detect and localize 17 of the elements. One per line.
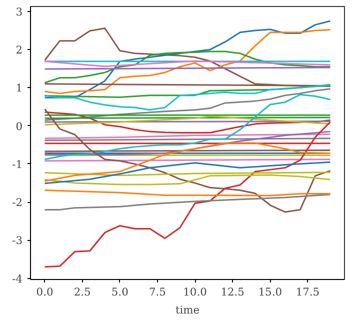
y-tick-label: -3: [12, 234, 23, 248]
x-tick-label: 7.5: [148, 286, 166, 298]
y-tick-label: 0: [16, 120, 23, 133]
x-tick-label: 5.0: [111, 286, 129, 298]
y-tick-label: -2: [12, 196, 23, 210]
x-tick-label: 12.5: [220, 286, 244, 298]
y-tick-label: 3: [16, 5, 22, 18]
x-tick-label: 2.5: [74, 286, 91, 298]
x-axis-title: time: [175, 304, 200, 316]
y-tick-label: 1: [16, 82, 22, 95]
y-tick-label: -1: [12, 158, 23, 171]
x-tick-label: 0.0: [36, 286, 54, 298]
x-tick-label: 10.0: [183, 286, 208, 298]
y-tick-label: 2: [16, 44, 22, 57]
x-tick-label: 15.0: [258, 286, 282, 298]
x-tick-label: 17.5: [296, 286, 320, 298]
y-tick-label: -4: [12, 272, 23, 286]
